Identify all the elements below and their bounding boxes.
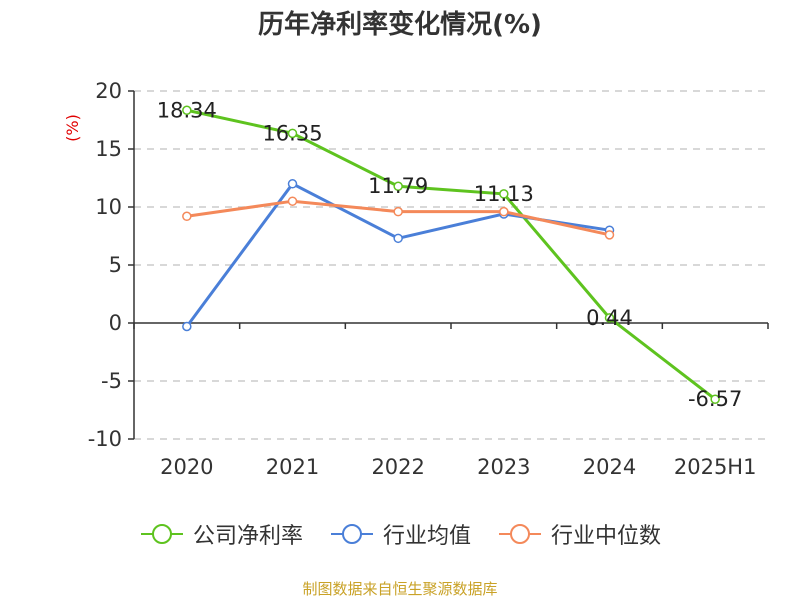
- data-point[interactable]: [604, 313, 615, 323]
- y-tick-label: -5: [101, 369, 122, 393]
- data-label: 11.79: [368, 174, 428, 198]
- chart-title: 历年净利率变化情况(%): [258, 10, 542, 40]
- x-tick-label: 2023: [477, 455, 530, 479]
- data-point[interactable]: [182, 105, 192, 116]
- y-tick-label: 10: [95, 195, 122, 219]
- y-tick-label: 15: [95, 137, 122, 161]
- series-line: [186, 108, 717, 401]
- data-label: 0.44: [586, 306, 633, 330]
- data-label: 16.35: [262, 121, 322, 145]
- legend-label: 行业均值: [382, 524, 471, 549]
- legend-item-industry-median[interactable]: 行业中位数: [497, 518, 661, 550]
- data-label: -6.57: [688, 387, 742, 411]
- grid-lines: [134, 90, 768, 440]
- x-tick-label: 2021: [266, 455, 319, 479]
- data-point[interactable]: [287, 196, 298, 206]
- data-label: 18.34: [157, 98, 217, 122]
- data-point[interactable]: [287, 179, 298, 189]
- source-footer: 制图数据来自恒生聚源数据库: [302, 580, 498, 598]
- data-point[interactable]: [393, 206, 403, 217]
- y-tick-label: 20: [95, 79, 122, 103]
- data-point[interactable]: [499, 189, 509, 199]
- series-line: [186, 199, 610, 237]
- x-tick-label: 2025H1: [674, 455, 757, 479]
- y-tick-label: 0: [109, 311, 122, 335]
- y-tick-label: -10: [88, 427, 122, 451]
- legend: 公司净利率 行业均值 行业中位数: [0, 518, 800, 550]
- data-point[interactable]: [287, 128, 298, 139]
- series-line: [185, 181, 610, 328]
- axes: 20 15 10 5 0 -5 -10 2020 2021 2022 2023 2024 2025H1: [88, 79, 769, 479]
- data-point[interactable]: [393, 233, 403, 244]
- data-point[interactable]: [710, 394, 720, 404]
- legend-label: 行业中位数: [551, 524, 662, 549]
- legend-marker-industry-mean-icon: [330, 524, 373, 544]
- data-point[interactable]: [182, 321, 192, 332]
- data-labels: 18.34 16.35 11.79 11.13 0.44 -6.57: [157, 98, 743, 411]
- y-axis-label: (%): [63, 114, 82, 142]
- data-point[interactable]: [182, 211, 192, 222]
- x-tick-label: 2022: [371, 455, 424, 479]
- legend-marker-industry-median-icon: [499, 524, 541, 544]
- x-tick-label: 2024: [583, 455, 636, 479]
- data-label: 11.13: [474, 182, 534, 206]
- legend-marker-company-icon: [140, 524, 183, 544]
- legend-item-industry-mean[interactable]: 行业均值: [329, 518, 471, 550]
- data-point[interactable]: [604, 230, 615, 240]
- legend-item-company[interactable]: 公司净利率: [139, 518, 303, 550]
- data-point[interactable]: [499, 206, 509, 217]
- data-point[interactable]: [393, 181, 403, 191]
- legend-label: 公司净利率: [192, 524, 303, 549]
- series-lines: [182, 105, 720, 404]
- x-tick-label: 2020: [160, 455, 213, 479]
- y-tick-label: 5: [109, 253, 122, 277]
